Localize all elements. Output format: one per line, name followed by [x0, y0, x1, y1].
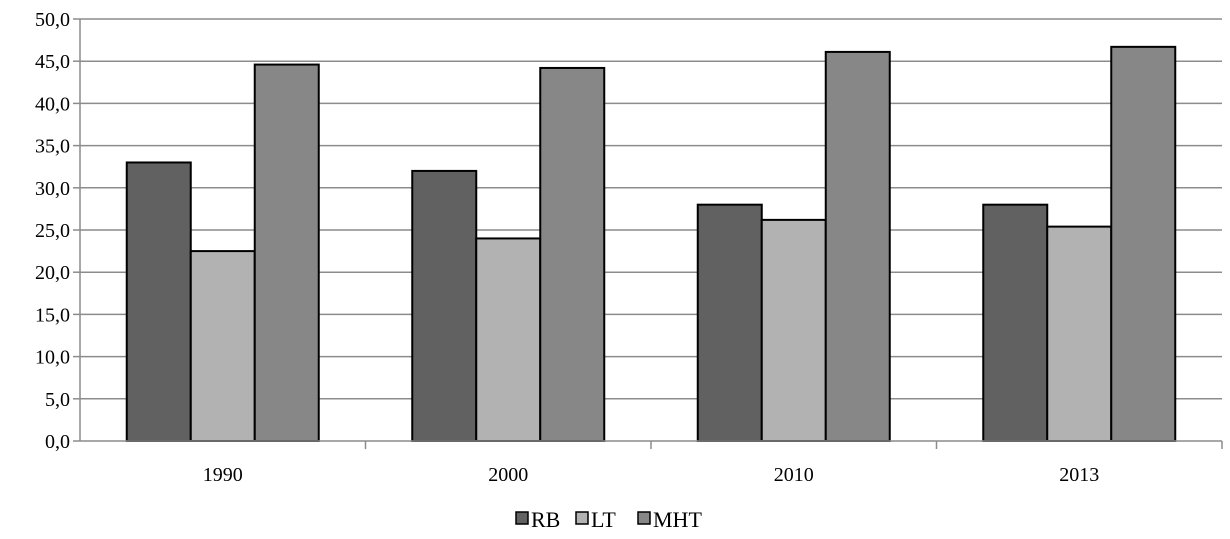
legend: RB LT MHT	[515, 507, 702, 532]
x-tick-label: 2013	[1059, 464, 1099, 486]
y-tick-label: 45,0	[35, 51, 70, 73]
x-tick-label: 1990	[203, 464, 243, 486]
bar-rb-2000	[411, 169, 478, 442]
bar-lt-2013	[1046, 225, 1113, 442]
bar-rb-2013	[982, 203, 1049, 442]
y-tick-label: 5,0	[45, 389, 70, 411]
y-tick-labels: 0,0 5,0 10,0 15,0 20,0 25,0 30,0 35,0 40,0 45,0 50…	[35, 9, 70, 453]
x-tick-labels: 1990 2000 2010 2013	[203, 464, 1100, 486]
y-tick-label: 30,0	[35, 178, 70, 200]
y-tick-label: 25,0	[35, 220, 70, 242]
legend-label-lt: LT	[591, 507, 616, 532]
y-tick-label: 10,0	[35, 347, 70, 369]
legend-swatch-lt	[575, 511, 589, 525]
y-tick-label: 15,0	[35, 304, 70, 326]
bar-rb-2010	[696, 203, 763, 442]
x-tick-label: 2000	[488, 464, 528, 486]
bar-mht-2000	[539, 66, 606, 443]
bar-lt-1990	[189, 250, 256, 442]
y-tick-label: 50,0	[35, 9, 70, 31]
legend-label-mht: MHT	[653, 507, 702, 532]
x-tick-label: 2010	[774, 464, 814, 486]
legend-swatch-mht	[637, 511, 651, 525]
y-tick-label: 35,0	[35, 136, 70, 158]
bar-rb-1990	[125, 161, 192, 442]
y-tick-label: 40,0	[35, 93, 70, 115]
bar-mht-2013	[1110, 45, 1177, 443]
legend-swatch-rb	[515, 511, 529, 525]
bar-mht-2010	[824, 50, 891, 443]
bar-mht-1990	[253, 63, 320, 443]
legend-label-rb: RB	[531, 507, 560, 532]
bar-lt-2000	[475, 237, 542, 442]
y-tick-label: 20,0	[35, 262, 70, 284]
y-tick-label: 0,0	[45, 431, 70, 453]
axes	[73, 18, 1223, 449]
bars	[125, 45, 1177, 443]
bar-lt-2010	[760, 218, 827, 442]
